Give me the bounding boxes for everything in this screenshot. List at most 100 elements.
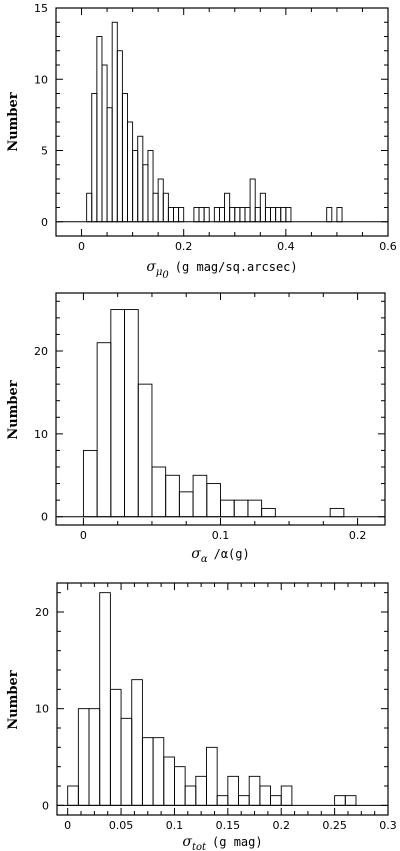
x-tick-label: 0.05 bbox=[109, 819, 134, 832]
x-tick-label: 0 bbox=[78, 240, 85, 253]
histogram-bar bbox=[216, 795, 229, 806]
histogram-bar bbox=[137, 135, 144, 223]
histogram-bar bbox=[167, 207, 174, 223]
histogram-bar bbox=[248, 775, 261, 806]
y-axis-label: Number bbox=[6, 670, 21, 729]
y-tick-label: 10 bbox=[35, 703, 49, 716]
histogram-bar bbox=[173, 207, 180, 223]
histogram-bar bbox=[334, 795, 346, 806]
histogram-bar bbox=[147, 150, 154, 223]
y-tick-label: 0 bbox=[42, 799, 49, 812]
x-tick-label: 0 bbox=[64, 819, 71, 832]
y-tick-label: 10 bbox=[34, 428, 48, 441]
histogram-bar bbox=[127, 121, 134, 223]
x-tick-label: 0.1 bbox=[212, 529, 230, 542]
histogram-bar bbox=[329, 507, 345, 518]
histogram-panel-1: 0 0.2 0.4 0.6 0 5 10 15 Number σμ0(g mag/sq.arcse… bbox=[6, 2, 397, 281]
histogram-bar bbox=[259, 785, 271, 806]
histogram-bar bbox=[238, 795, 250, 806]
histogram-bar bbox=[344, 795, 357, 806]
histogram-bar bbox=[86, 192, 93, 223]
histogram-bar bbox=[101, 64, 108, 223]
histogram-bar bbox=[162, 192, 169, 223]
histogram-bar bbox=[121, 93, 128, 223]
x-axis-label: σμ0(g mag/sq.arcsec) bbox=[146, 259, 297, 281]
histogram-bar bbox=[249, 178, 256, 223]
histogram-bar bbox=[152, 192, 159, 223]
histogram-bar bbox=[326, 207, 333, 223]
histogram-bar bbox=[206, 483, 221, 518]
histogram-bar bbox=[247, 499, 263, 518]
histogram-bar bbox=[264, 207, 271, 223]
plot-frame bbox=[55, 7, 389, 237]
x-tick-label: 0.25 bbox=[322, 819, 347, 832]
histogram-bar bbox=[203, 207, 210, 223]
x-tick-label: 0.3 bbox=[379, 819, 397, 832]
x-tick-label: 0.15 bbox=[216, 819, 241, 832]
histogram-bar bbox=[254, 207, 261, 223]
histogram-bar bbox=[96, 36, 103, 223]
histogram-bar bbox=[244, 207, 251, 223]
histogram-bar bbox=[206, 746, 218, 806]
histogram-bar bbox=[151, 466, 167, 518]
histogram-bar bbox=[229, 207, 236, 223]
x-axis-label: σtot (g mag) bbox=[182, 834, 262, 851]
x-tick-label: 0 bbox=[80, 529, 87, 542]
x-axis-label: σα/α(g) bbox=[191, 546, 249, 565]
histogram-bar bbox=[259, 192, 266, 223]
histogram-bar bbox=[195, 775, 207, 806]
histogram-bar bbox=[163, 756, 175, 806]
histogram-bar bbox=[116, 50, 123, 223]
y-tick-label: 0 bbox=[41, 216, 48, 229]
histogram-bar bbox=[220, 499, 235, 518]
x-tick-label: 0.2 bbox=[175, 240, 193, 253]
histogram-bar bbox=[132, 150, 139, 223]
plot-frame bbox=[56, 582, 389, 816]
y-tick-label: 15 bbox=[34, 2, 48, 15]
histogram-bar bbox=[137, 383, 153, 518]
x-tick-label: 0.2 bbox=[272, 819, 290, 832]
y-axis-label: Number bbox=[6, 92, 21, 151]
y-tick-label: 0 bbox=[41, 511, 48, 524]
histogram-bar bbox=[82, 449, 98, 518]
histogram-bar bbox=[193, 207, 200, 223]
histogram-bar bbox=[152, 737, 165, 806]
y-axis-label: Number bbox=[6, 380, 21, 439]
histogram-bar bbox=[178, 491, 194, 518]
y-tick-label: 5 bbox=[41, 145, 48, 158]
histogram-bar bbox=[124, 309, 139, 518]
histogram-bar bbox=[131, 679, 143, 806]
histogram-bar bbox=[192, 474, 208, 518]
histogram-bar bbox=[109, 688, 122, 806]
x-tick-label: 0.4 bbox=[277, 240, 295, 253]
histogram-bar bbox=[233, 499, 249, 518]
histogram-bar bbox=[184, 785, 197, 806]
histogram-bar bbox=[234, 207, 241, 223]
y-tick-label: 20 bbox=[34, 345, 48, 358]
histogram-bar bbox=[77, 708, 90, 806]
histogram-bar bbox=[224, 192, 231, 223]
histogram-bar bbox=[111, 21, 118, 223]
histogram-bar bbox=[91, 93, 98, 223]
histogram-bar bbox=[120, 717, 133, 806]
x-tick-label: 0.1 bbox=[166, 819, 184, 832]
histogram-bar bbox=[178, 207, 185, 223]
histogram-bar bbox=[218, 207, 226, 223]
histogram-bar bbox=[261, 507, 276, 518]
histogram-bar bbox=[141, 737, 154, 806]
histogram-bar bbox=[96, 342, 112, 518]
histogram-bar bbox=[110, 309, 125, 518]
histogram-bar bbox=[275, 207, 282, 223]
histogram-panel-2: 0 0.1 0.2 0 10 20 Number σα/α(g) bbox=[6, 292, 386, 565]
histogram-bar bbox=[336, 207, 343, 223]
histogram-bar bbox=[280, 785, 293, 806]
y-tick-label: 20 bbox=[35, 606, 49, 619]
histogram-bar bbox=[227, 775, 239, 806]
histogram-bar bbox=[157, 178, 164, 223]
histogram-bar bbox=[198, 207, 205, 223]
histogram-panel-3: 0 0.05 0.1 0.15 0.2 0.25 0.3 0 10 20 Number σtot (g … bbox=[6, 582, 397, 851]
histogram-bar bbox=[106, 107, 113, 223]
histogram-bar bbox=[165, 474, 180, 518]
